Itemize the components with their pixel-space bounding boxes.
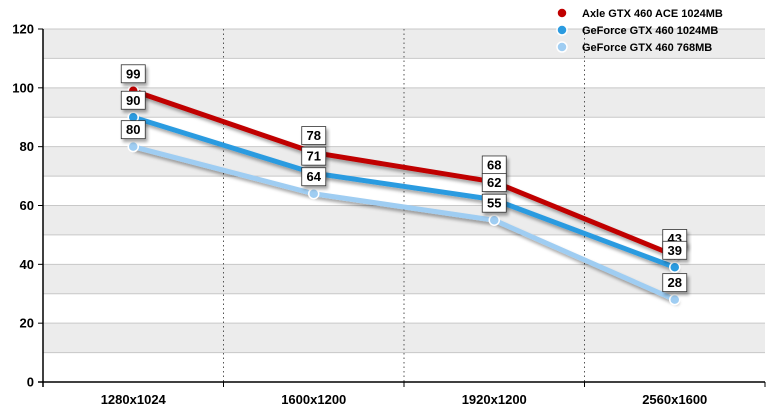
data-point	[127, 140, 139, 153]
series-line	[130, 114, 678, 270]
legend-entry: Axle GTX 460 ACE 1024MB	[545, 7, 723, 20]
data-label: 71	[301, 146, 327, 166]
series-line	[130, 144, 678, 303]
legend-marker	[556, 24, 568, 36]
data-label-value: 68	[487, 157, 501, 172]
y-tick-label: 120	[12, 22, 34, 37]
data-label-value: 64	[307, 169, 322, 184]
data-label: 68	[481, 155, 507, 175]
data-label-value: 78	[307, 128, 321, 143]
x-axis-ticks: 1280x1024 1600x1200 1920x1200 2560x1600	[101, 382, 766, 407]
data-point	[669, 261, 681, 274]
y-tick-label: 80	[20, 139, 34, 154]
data-point	[488, 214, 500, 226]
legend: Axle GTX 460 ACE 1024MB GeForce GTX 460 1…	[545, 7, 723, 54]
legend-label: GeForce GTX 460 768MB	[582, 42, 712, 54]
axes	[38, 29, 765, 387]
data-label: 99	[120, 64, 146, 84]
data-label-box	[301, 167, 327, 187]
data-label: 55	[481, 193, 507, 213]
data-label-value: 39	[668, 243, 682, 258]
plot-band	[43, 323, 765, 353]
series-lines	[130, 88, 678, 303]
x-tick-label: 1600x1200	[281, 392, 346, 407]
data-label-box	[120, 120, 146, 140]
data-label-value: 62	[487, 175, 501, 190]
data-label-box	[301, 146, 327, 166]
legend-entry: GeForce GTX 460 768MB	[545, 41, 712, 54]
data-label-value: 71	[307, 149, 321, 164]
data-label-box	[662, 273, 688, 293]
data-label-value: 99	[126, 66, 140, 81]
y-tick-label: 20	[20, 316, 34, 331]
y-tick-label: 100	[12, 80, 34, 95]
x-tick-label: 1920x1200	[462, 392, 527, 407]
gridlines	[43, 28, 765, 382]
data-label: 28	[662, 273, 688, 293]
data-label: 62	[481, 173, 507, 193]
data-label-value: 80	[126, 122, 140, 137]
data-label: 90	[120, 90, 146, 110]
data-label-box	[481, 193, 507, 213]
data-point	[669, 293, 681, 306]
legend-label: Axle GTX 460 ACE 1024MB	[582, 8, 723, 20]
data-label-box	[662, 240, 688, 260]
legend-label: GeForce GTX 460 1024MB	[582, 25, 718, 37]
plot-band	[43, 58, 765, 88]
y-tick-label: 0	[27, 375, 34, 390]
x-tick-label: 2560x1600	[642, 392, 707, 407]
data-label-value: 55	[487, 196, 501, 211]
data-label-box	[120, 90, 146, 110]
data-label: 80	[120, 120, 146, 140]
legend-marker	[556, 41, 568, 53]
y-tick-label: 60	[20, 198, 34, 213]
data-point	[308, 187, 320, 200]
data-label-box	[301, 126, 327, 145]
data-label-value: 90	[126, 93, 140, 108]
data-label: 64	[301, 167, 327, 187]
legend-marker	[556, 7, 568, 19]
data-label-value: 28	[668, 275, 682, 290]
data-label-box	[481, 173, 507, 193]
y-axis-ticks: 0 20 40 60 80 100 120	[12, 22, 43, 390]
data-label: 78	[301, 126, 327, 145]
y-tick-label: 40	[20, 257, 34, 272]
data-label: 39	[662, 240, 688, 260]
data-label-box	[120, 64, 146, 84]
series-line	[130, 88, 678, 259]
x-tick-label: 1280x1024	[101, 392, 167, 407]
legend-entry: GeForce GTX 460 1024MB	[545, 24, 718, 37]
